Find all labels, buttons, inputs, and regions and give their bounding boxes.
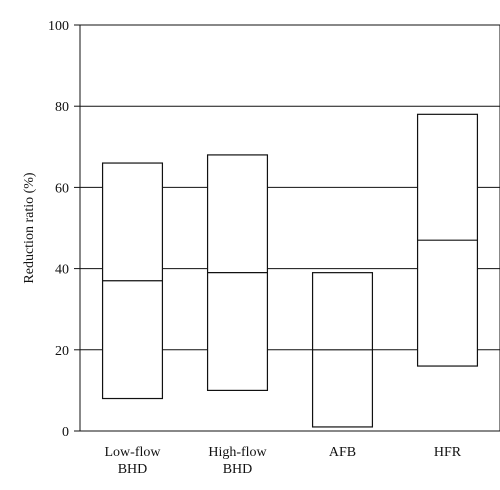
category-label-line: HFR xyxy=(434,445,462,460)
category-label-line: BHD xyxy=(118,462,148,477)
box-2 xyxy=(206,154,269,391)
plot-frame xyxy=(79,24,500,432)
y-tick-label-20: 20 xyxy=(55,344,69,359)
y-axis-title: Reduction ratio (%) xyxy=(22,172,37,284)
category-label-line: High-flow xyxy=(208,445,267,460)
category-label-1: Low-flow BHD xyxy=(105,445,162,477)
box-3 xyxy=(311,272,374,428)
box-1 xyxy=(101,162,164,400)
y-tick-label-0: 0 xyxy=(62,425,69,440)
y-tick-label-100: 100 xyxy=(48,19,69,34)
category-label-2: High-flow BHD xyxy=(208,445,267,477)
x-axis-category-labels: Low-flow BHD High-flow BHD AFB HFR xyxy=(105,445,462,477)
box-4 xyxy=(416,113,479,367)
category-label-line: BHD xyxy=(223,462,253,477)
y-tick-label-40: 40 xyxy=(55,263,69,278)
y-tick-label-80: 80 xyxy=(55,100,69,115)
boxes xyxy=(101,113,479,428)
category-label-line: Low-flow xyxy=(105,445,162,460)
category-label-4: HFR xyxy=(434,445,462,460)
category-label-3: AFB xyxy=(329,445,356,460)
y-tick-label-60: 60 xyxy=(55,181,69,196)
y-axis-ticks: 0 20 40 60 80 100 xyxy=(48,19,80,440)
category-label-line: AFB xyxy=(329,445,356,460)
